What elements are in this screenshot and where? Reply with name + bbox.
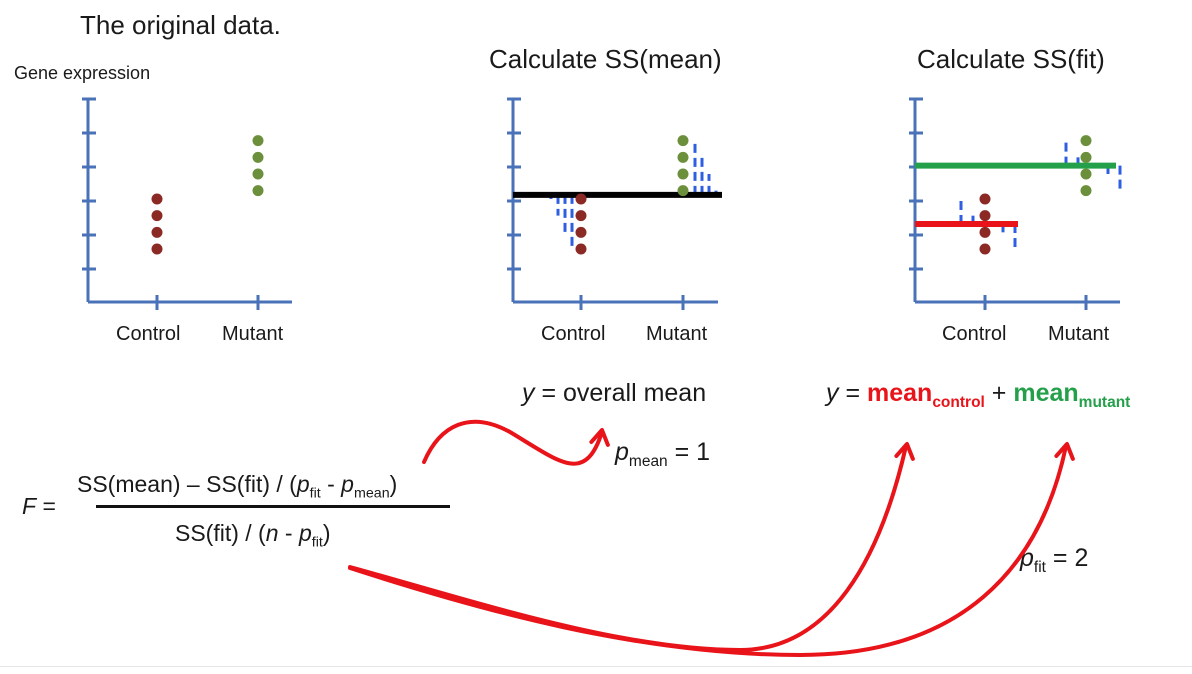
mutant-data-point [677,135,689,147]
f-label: F = [22,493,56,519]
mutant-data-point [252,185,264,197]
control-data-point [151,226,163,238]
control-data-point [151,210,163,222]
overall-mean-equation: y = overall mean [522,379,707,407]
arrow-head [1054,442,1075,461]
panel-title-ss-fit: Calculate SS(fit) [917,44,1105,74]
mutant-data-point [677,185,689,197]
mutant-data-point [1080,151,1092,163]
control-data-point [979,226,991,238]
y-axis-label: Gene expression [14,63,151,83]
control-data-point [575,210,587,222]
fraction-bar [96,505,450,508]
f-numerator: SS(mean) – SS(fit) / (pfit - pmean) [77,471,398,502]
control-data-point [575,193,587,205]
mutant-data-point [1080,185,1092,197]
mutant-data-point [252,168,264,180]
category-label-mutant: Mutant [646,323,708,345]
control-data-point [979,210,991,222]
category-label-mutant: Mutant [1048,323,1110,345]
arrow-curve [348,444,1068,658]
arrow-curve [348,444,908,653]
mutant-data-point [1080,168,1092,180]
control-data-point [575,243,587,255]
panel-title-original: The original data. [80,10,281,40]
mutant-data-point [252,151,264,163]
control-data-point [979,193,991,205]
mutant-data-point [1080,135,1092,147]
arrow-head [589,428,610,447]
panel-title-ss-mean: Calculate SS(mean) [489,44,722,74]
category-label-control: Control [116,323,181,345]
divider [0,666,1192,667]
p-mean-label: pmean = 1 [615,438,711,470]
mutant-data-point [677,151,689,163]
fit-equation: y = meancontrol + meanmutant [826,379,1131,411]
category-label-mutant: Mutant [222,323,284,345]
arrow-head [894,442,915,461]
mutant-data-point [252,135,264,147]
arrow-curve [422,419,604,466]
category-label-control: Control [541,323,606,345]
f-denominator: SS(fit) / (n - pfit) [175,520,331,551]
category-label-control: Control [942,323,1007,345]
control-data-point [575,226,587,238]
mutant-data-point [677,168,689,180]
control-data-point [151,193,163,205]
control-data-point [979,243,991,255]
control-data-point [151,243,163,255]
